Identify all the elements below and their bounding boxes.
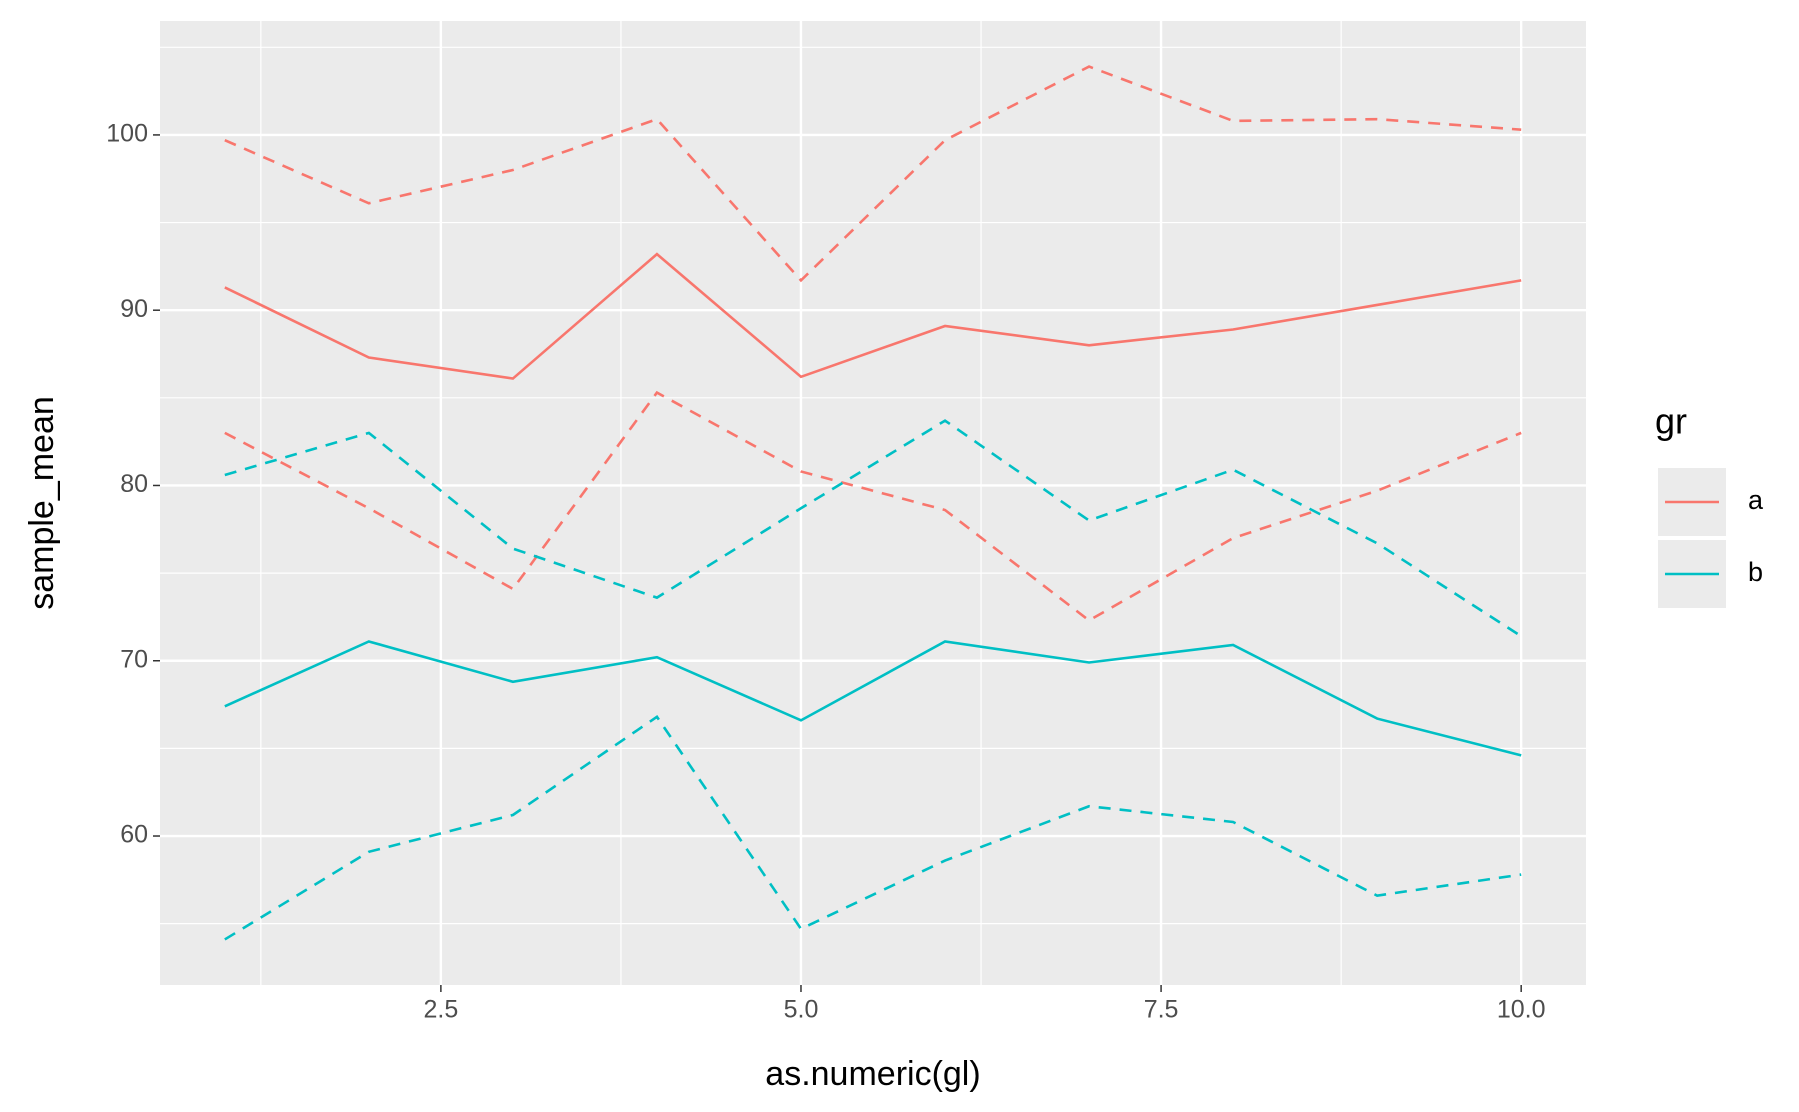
legend-title: gr: [1655, 401, 1687, 442]
x-tick-label: 2.5: [423, 996, 458, 1024]
y-tick-label: 70: [120, 645, 148, 673]
legend-label: b: [1748, 557, 1763, 587]
panel: [160, 21, 1586, 985]
y-tick-label: 100: [106, 120, 148, 148]
x-axis-title: as.numeric(gl): [765, 1055, 980, 1093]
line: [224, 390, 1522, 622]
line: [224, 252, 1522, 380]
line: [224, 419, 1522, 638]
y-tick-label: 90: [120, 295, 148, 323]
y-tick-label: 60: [120, 821, 148, 849]
line: [224, 715, 1522, 941]
line: [224, 640, 1522, 757]
x-tick-label: 5.0: [784, 996, 819, 1024]
x-tick-label: 7.5: [1144, 996, 1179, 1024]
x-tick-label: 10.0: [1497, 996, 1546, 1024]
legend-label: a: [1748, 485, 1764, 515]
y-tick-label: 80: [120, 470, 148, 498]
line: [224, 65, 1522, 283]
y-axis-title: sample_mean: [23, 396, 61, 610]
